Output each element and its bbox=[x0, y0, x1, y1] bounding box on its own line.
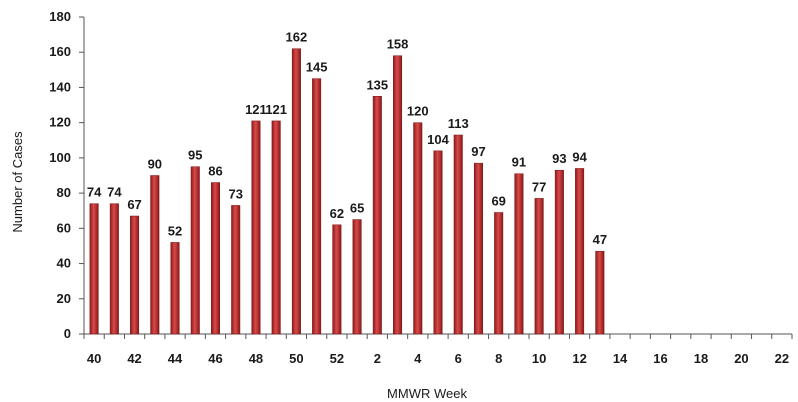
y-tick-label: 100 bbox=[49, 150, 71, 165]
y-tick-label: 160 bbox=[49, 44, 71, 59]
data-label: 145 bbox=[306, 60, 328, 75]
y-tick-label: 40 bbox=[57, 256, 71, 271]
y-tick-label: 180 bbox=[49, 9, 71, 24]
data-label: 47 bbox=[593, 232, 607, 247]
data-label: 86 bbox=[208, 164, 222, 179]
data-label: 97 bbox=[471, 144, 485, 159]
data-label: 67 bbox=[127, 197, 141, 212]
data-label: 104 bbox=[427, 132, 449, 147]
bar bbox=[170, 242, 180, 335]
bar bbox=[231, 205, 241, 335]
x-tick-label: 18 bbox=[694, 351, 708, 366]
data-label: 93 bbox=[552, 151, 566, 166]
bar bbox=[190, 166, 200, 335]
x-tick-label: 50 bbox=[289, 351, 303, 366]
bar bbox=[130, 215, 140, 335]
data-label: 52 bbox=[168, 223, 182, 238]
data-label: 62 bbox=[330, 206, 344, 221]
x-tick-label: 14 bbox=[613, 351, 628, 366]
bar bbox=[494, 212, 504, 335]
x-tick-label: 42 bbox=[127, 351, 141, 366]
data-label: 95 bbox=[188, 148, 202, 163]
bar bbox=[554, 169, 564, 335]
bar bbox=[372, 96, 382, 335]
bar bbox=[473, 162, 483, 335]
x-tick-label: 6 bbox=[455, 351, 462, 366]
x-tick-label: 52 bbox=[330, 351, 344, 366]
bar bbox=[150, 175, 160, 335]
data-label: 162 bbox=[286, 30, 308, 45]
y-tick-label: 120 bbox=[49, 115, 71, 130]
bar bbox=[332, 224, 342, 335]
bar bbox=[210, 182, 220, 335]
bar bbox=[433, 150, 443, 335]
data-label: 158 bbox=[387, 37, 409, 52]
data-label: 65 bbox=[350, 201, 364, 216]
data-label: 120 bbox=[407, 104, 429, 119]
bar bbox=[453, 134, 463, 335]
x-tick-label: 12 bbox=[572, 351, 586, 366]
bar bbox=[413, 122, 423, 335]
y-tick-label: 20 bbox=[57, 291, 71, 306]
bar bbox=[534, 198, 544, 335]
bar bbox=[89, 203, 99, 335]
y-tick-label: 80 bbox=[57, 185, 71, 200]
x-tick-label: 16 bbox=[653, 351, 667, 366]
data-label: 77 bbox=[532, 179, 546, 194]
x-tick-label: 20 bbox=[734, 351, 748, 366]
bar bbox=[352, 219, 362, 335]
x-tick-label: 2 bbox=[374, 351, 381, 366]
x-tick-label: 46 bbox=[208, 351, 222, 366]
bar bbox=[575, 168, 585, 335]
bar bbox=[109, 203, 119, 335]
x-tick-label: 8 bbox=[495, 351, 502, 366]
bar bbox=[393, 55, 403, 335]
data-label: 113 bbox=[448, 116, 469, 131]
bar bbox=[251, 120, 261, 335]
data-label: 135 bbox=[366, 77, 388, 92]
bar bbox=[312, 78, 322, 335]
x-tick-label: 40 bbox=[87, 351, 101, 366]
data-label: 69 bbox=[491, 193, 505, 208]
data-label: 74 bbox=[107, 185, 122, 200]
data-label: 73 bbox=[228, 186, 242, 201]
y-tick-label: 60 bbox=[57, 220, 71, 235]
data-label: 94 bbox=[572, 149, 587, 164]
data-label: 90 bbox=[148, 157, 162, 172]
x-tick-label: 22 bbox=[775, 351, 789, 366]
bar bbox=[271, 120, 281, 335]
x-tick-label: 4 bbox=[414, 351, 422, 366]
data-label: 121 bbox=[245, 102, 267, 117]
bar bbox=[595, 250, 605, 335]
y-axis-title: Number of Cases bbox=[10, 131, 25, 233]
x-tick-label: 48 bbox=[249, 351, 263, 366]
data-label: 91 bbox=[512, 155, 526, 170]
y-tick-label: 140 bbox=[49, 79, 71, 94]
x-axis-title: MMWR Week bbox=[387, 386, 467, 401]
y-tick-label: 0 bbox=[64, 326, 71, 341]
bar bbox=[514, 173, 524, 335]
x-tick-label: 10 bbox=[532, 351, 546, 366]
bar bbox=[291, 48, 301, 335]
data-label: 74 bbox=[87, 185, 102, 200]
x-tick-label: 44 bbox=[168, 351, 183, 366]
data-label: 121 bbox=[265, 102, 287, 117]
